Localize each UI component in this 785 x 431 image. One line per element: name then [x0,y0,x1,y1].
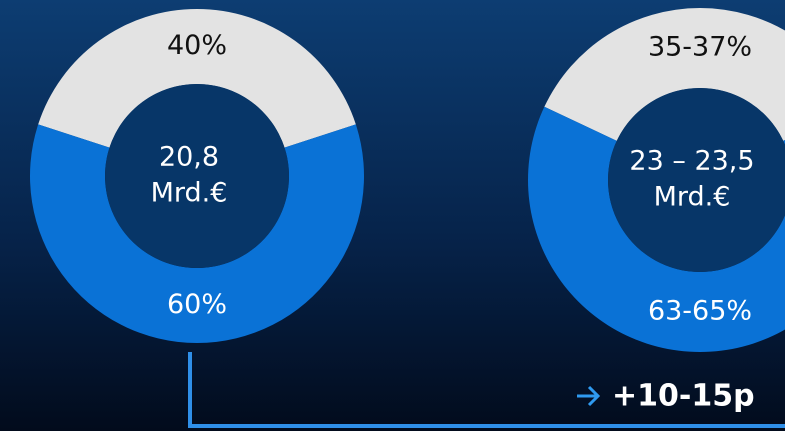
donut-slice [29,124,364,343]
annotation: +10-15p [612,379,755,414]
slice-label: 60% [167,289,227,320]
center-label: Mrd.€ [654,182,731,213]
donut-slice [528,106,785,353]
center-label: 20,8 [159,142,219,173]
donut-hole [105,84,289,268]
center-label: 23 – 23,5 [629,146,754,177]
slice-label: 40% [167,30,227,61]
arrow-icon [577,385,601,407]
slice-label: 35-37% [648,32,752,63]
center-label: Mrd.€ [151,178,228,209]
connector-line [188,352,785,428]
donut-hole [608,88,785,272]
slice-label: 63-65% [648,296,752,327]
donut-slice [544,8,785,141]
charts: 40% 60% 20,8 Mrd.€ 35-37% 63-65% 23 – 23,5 Mrd.… [29,8,785,353]
donut-slice [38,9,356,148]
